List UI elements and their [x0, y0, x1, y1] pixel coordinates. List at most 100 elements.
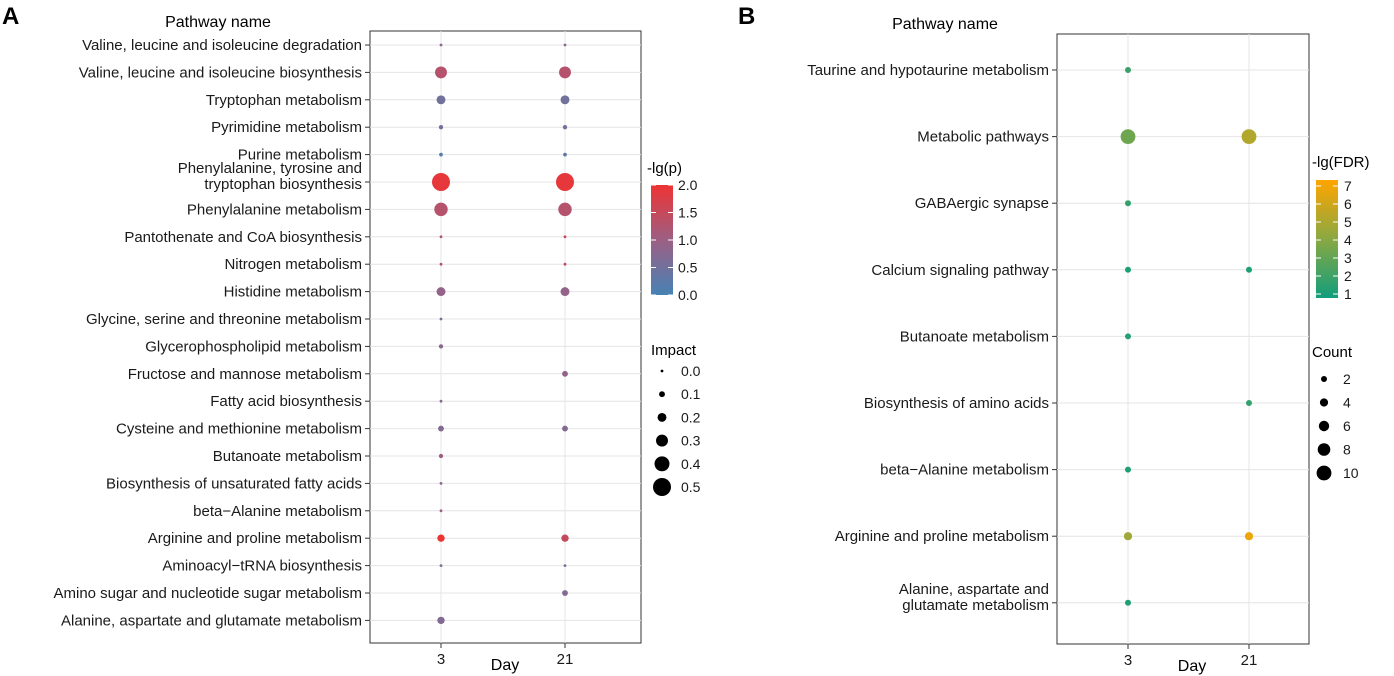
panel-b-point — [1120, 129, 1136, 145]
panel-b-size-legend-dot — [1321, 376, 1327, 382]
panel-a-size-legend-dot — [656, 434, 668, 447]
panel-a-y-tick-label: Pantothenate and CoA biosynthesis — [124, 229, 362, 246]
panel-a-point — [439, 317, 443, 321]
panel-a-point — [438, 453, 444, 459]
panel-letter-b: B — [738, 3, 755, 30]
panel-b-colorbar-label: 1 — [1344, 286, 1352, 302]
panel-b-y-tick-label: Butanoate metabolism — [900, 328, 1049, 345]
panel-a-y-tick-label: Butanoate metabolism — [213, 448, 362, 465]
panel-a-point — [435, 66, 447, 79]
panel-a-y-tick-label: Aminoacyl−tRNA biosynthesis — [162, 558, 362, 575]
panel-a-y-tick-label: Cysteine and methionine metabolism — [116, 421, 362, 438]
panel-b-colorbar-label: 6 — [1344, 196, 1352, 212]
panel-a-size-legend-dot — [653, 478, 671, 496]
panel-a-y-tick-label: Amino sugar and nucleotide sugar metabol… — [53, 585, 362, 602]
panel-a-point — [560, 95, 570, 105]
panel-a-y-axis-title: Pathway name — [165, 14, 271, 31]
panel-a-point — [439, 509, 443, 513]
panel-a-size-legend-dot — [659, 391, 665, 398]
panel-a-colorbar-ticks: 2.0 1.5 1.0 0.5 0.0 — [651, 177, 698, 303]
panel-a-size-legend-dot — [660, 369, 664, 373]
panel-b-size-legend-dot — [1316, 465, 1332, 481]
panel-a-y-tick-label: Fructose and mannose metabolism — [128, 366, 362, 383]
panel-b-size-legend-dot — [1318, 420, 1330, 432]
panel-b-point — [1125, 67, 1131, 73]
panel-a-size-legend-label: 0.2 — [681, 409, 701, 425]
panel-a-size-legend-label: 0.3 — [681, 433, 701, 449]
panel-letter-a: A — [2, 3, 19, 30]
panel-a-point — [434, 202, 448, 217]
panel-a-y-tick-label: Biosynthesis of unsaturated fatty acids — [106, 475, 362, 492]
panel-b-color-legend-title: -lg(FDR) — [1312, 154, 1370, 171]
panel-a-y-tick-label: Fatty acid biosynthesis — [210, 393, 362, 410]
panel-b-colorbar-label: 7 — [1344, 178, 1352, 194]
panel-b-colorbar-ticks: 7 6 5 4 3 2 1 — [1316, 178, 1352, 302]
panel-a-colorbar — [651, 185, 673, 295]
panel-a-point — [562, 370, 568, 377]
panel-a-point — [562, 425, 568, 432]
panel-a-point — [563, 43, 567, 47]
panel-b-y-tick-label: Metabolic pathways — [917, 129, 1049, 146]
panel-a-y-tick-label: Phenylalanine, tyrosine and tryptophan bi… — [178, 160, 362, 193]
panel-b-colorbar-label: 3 — [1344, 250, 1352, 266]
panel-a-point — [559, 66, 571, 79]
panel-a-size-legend-label: 0.4 — [681, 456, 701, 472]
panel-b-point — [1125, 333, 1131, 340]
panel-a-y-tick-label: Alanine, aspartate and glutamate metabol… — [61, 612, 362, 629]
panel-a-x-tick-label: 21 — [557, 651, 574, 668]
panel-a-y-tick-label: Phenylalanine metabolism — [187, 201, 362, 218]
panel-a-point — [563, 564, 567, 567]
panel-b-size-legend-label: 4 — [1343, 395, 1351, 411]
panel-b-y-tick-label: beta−Alanine metabolism — [880, 462, 1049, 479]
panel-a-point — [439, 482, 443, 485]
panel-b-point — [1125, 599, 1131, 606]
panel-a-color-legend-title: -lg(p) — [647, 160, 682, 177]
panel-b-x-ticks: 3 21 — [1124, 644, 1258, 669]
panel-b-point — [1246, 266, 1252, 273]
panel-a-x-ticks: 3 21 — [437, 643, 574, 668]
panel-b-point — [1125, 266, 1131, 273]
panel-a-point — [438, 125, 444, 130]
panel-b-size-legend-dot — [1319, 398, 1329, 407]
panel-a-point — [563, 152, 567, 157]
panel-a-y-tick-label: Purine metabolism — [238, 147, 362, 164]
panel-b-plot-frame — [1056, 33, 1310, 645]
panel-b-point — [1244, 532, 1254, 541]
panel-b-point — [1246, 400, 1252, 406]
panel-a-point — [562, 125, 568, 130]
panel-a-y-tick-label: Valine, leucine and isoleucine biosynthe… — [79, 64, 362, 81]
panel-b-y-tick-label: Taurine and hypotaurine metabolism — [807, 62, 1049, 79]
panel-b-colorbar-label: 5 — [1344, 214, 1352, 230]
panel-a-point — [560, 287, 570, 297]
panel-a-points — [432, 43, 574, 625]
panel-b-size-legend-title: Count — [1312, 344, 1353, 361]
panel-b-x-axis-title: Day — [1178, 658, 1206, 675]
panel-a-point — [438, 344, 444, 349]
panel-a-point — [562, 590, 568, 596]
panel-a-plot-frame — [369, 30, 642, 644]
panel-b-size-legend-label: 6 — [1343, 418, 1351, 434]
panel-a-colorbar-label: 0.0 — [678, 287, 698, 303]
panel-a-size-legend-label: 0.1 — [681, 386, 701, 402]
panel-b-point — [1125, 466, 1131, 473]
panel-b-y-tick-label: GABAergic synapse — [915, 195, 1049, 212]
panel-b-colorbar-label: 4 — [1344, 232, 1352, 248]
panel-a-colorbar-label: 1.5 — [678, 205, 698, 221]
panel-b-x-tick-label: 21 — [1241, 652, 1258, 669]
panel-a-size-legend-dot — [654, 456, 670, 472]
panel-a-colorbar-label: 2.0 — [678, 177, 698, 193]
panel-b-y-tick-label-line: glutamate metabolism — [902, 597, 1049, 614]
panel-a-x-axis-title: Day — [491, 657, 519, 674]
panel-b-colorbar — [1316, 180, 1338, 298]
panel-a-x-tick-label: 3 — [437, 651, 445, 668]
panel-a-y-tick-label-line: tryptophan biosynthesis — [204, 176, 362, 193]
panel-b-y-tick-label: Calcium signaling pathway — [871, 262, 1049, 279]
panel-a-point — [437, 616, 445, 625]
panel-a-size-legend-label: 0.5 — [681, 479, 701, 495]
panel-b-point — [1241, 129, 1257, 145]
panel-a: A Pathway name Valine, leucine and isole… — [2, 3, 701, 674]
panel-b-y-tick-labels: Taurine and hypotaurine metabolism Metabo… — [807, 62, 1049, 614]
panel-a-size-legend-dot — [657, 412, 667, 422]
panel-b-size-legend: 2 4 6 8 10 — [1316, 371, 1359, 481]
panel-a-y-tick-label-line: Phenylalanine, tyrosine and — [178, 160, 362, 177]
